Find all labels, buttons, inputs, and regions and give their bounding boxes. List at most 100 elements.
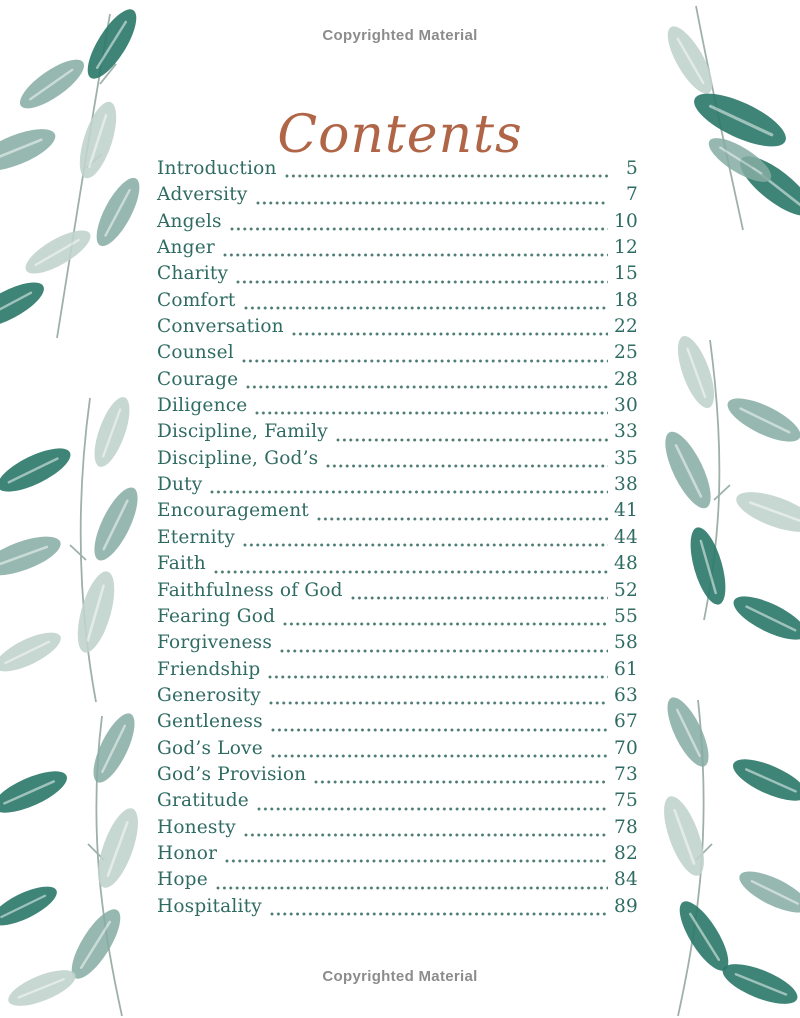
toc-entry-title: Friendship (157, 658, 261, 680)
toc-entry: Duty 38 (157, 474, 638, 500)
toc-entry: Courage 28 (157, 369, 638, 395)
toc-entry-page: 10 (614, 210, 638, 232)
toc-entry: Anger 12 (157, 237, 638, 263)
toc-entry-title: God’s Love (157, 737, 263, 759)
toc-entry-title: Honor (157, 842, 218, 864)
dot-leader (236, 279, 608, 284)
toc-entry: Diligence 30 (157, 395, 638, 421)
dot-leader (314, 780, 608, 785)
toc-entry: Gratitude 75 (157, 790, 638, 816)
toc-entry-title: Introduction (157, 158, 277, 179)
toc-entry: Honesty 78 (157, 817, 638, 843)
toc-entry-title: Angels (157, 210, 222, 232)
toc-entry-page: 15 (614, 263, 638, 285)
toc-entry-title: Encouragement (157, 500, 309, 522)
dot-leader (213, 569, 608, 574)
toc-entry-page: 44 (614, 526, 638, 548)
toc-entry-title: Adversity (157, 184, 248, 206)
toc-entry-title: Charity (157, 263, 229, 285)
toc-entry-title: Gentleness (157, 711, 263, 733)
toc-entry-page: 75 (614, 790, 638, 812)
toc-entry: Encouragement 41 (157, 500, 638, 526)
toc-entry: Hope 84 (157, 869, 638, 895)
toc-entry: Forgiveness 58 (157, 632, 638, 658)
toc-entry-page: 33 (614, 421, 638, 443)
dot-leader (350, 595, 608, 600)
toc-entry: Discipline, God’s 35 (157, 448, 638, 474)
toc-entry: Eternity 44 (157, 527, 638, 553)
dot-leader (280, 648, 608, 653)
copyright-notice-top: Copyrighted Material (322, 27, 478, 44)
toc-entry: Angels 10 (157, 211, 638, 237)
toc-entry: God’s Love 70 (157, 738, 638, 764)
dot-leader (270, 753, 608, 758)
toc-entry-page: 73 (614, 763, 638, 785)
toc-entry: Generosity 63 (157, 685, 638, 711)
toc-entry-page: 84 (614, 869, 638, 891)
toc-entry-title: Gratitude (157, 790, 249, 812)
toc-entry: Comfort 18 (157, 290, 638, 316)
toc-entry-page: 61 (614, 658, 638, 680)
dot-leader (255, 411, 608, 416)
toc-entry-page: 30 (614, 395, 638, 417)
dot-leader (335, 437, 608, 442)
dot-leader (255, 200, 608, 205)
dot-leader (270, 727, 608, 732)
dot-leader (284, 174, 608, 179)
dot-leader (256, 806, 608, 811)
toc-entry-title: Honesty (157, 816, 236, 838)
toc-entry-title: Faith (157, 553, 206, 575)
toc-entry: Charity 15 (157, 263, 638, 289)
toc-entry-title: Faithfulness of God (157, 579, 343, 601)
dot-leader (269, 911, 608, 916)
toc-entry-title: Courage (157, 368, 239, 390)
toc-entry-page: 67 (614, 711, 638, 733)
toc-entry-title: Anger (157, 237, 215, 259)
toc-entry: Gentleness 67 (157, 711, 638, 737)
dot-leader (210, 490, 608, 495)
toc-entry-page: 58 (614, 632, 638, 654)
toc-entry-page: 70 (614, 737, 638, 759)
dot-leader (225, 859, 608, 864)
toc-entry: God’s Provision 73 (157, 764, 638, 790)
toc-entry-page: 5 (626, 158, 638, 179)
toc-entry-title: Conversation (157, 316, 284, 338)
page-title: Contents (277, 104, 523, 165)
toc-entry-page: 35 (614, 447, 638, 469)
toc-entry-page: 7 (626, 184, 638, 206)
toc-entry: Conversation 22 (157, 316, 638, 342)
toc-entry: Faith 48 (157, 553, 638, 579)
toc-entry-page: 48 (614, 553, 638, 575)
toc-entry-title: Duty (157, 474, 203, 496)
toc-entry: Friendship 61 (157, 659, 638, 685)
dot-leader (215, 885, 608, 890)
toc-entry-title: Generosity (157, 684, 261, 706)
toc-entry-title: God’s Provision (157, 763, 307, 785)
dot-leader (326, 464, 608, 469)
toc-entry-page: 22 (614, 316, 638, 338)
toc-entry-page: 55 (614, 605, 638, 627)
copyright-notice-bottom: Copyrighted Material (322, 968, 478, 985)
toc-entry-page: 89 (614, 895, 638, 917)
toc-entry: Faithfulness of God 52 (157, 580, 638, 606)
dot-leader (268, 701, 608, 706)
toc-entry-page: 63 (614, 684, 638, 706)
dot-leader (291, 332, 608, 337)
toc-entry-title: Eternity (157, 526, 236, 548)
toc-entry: Fearing God 55 (157, 606, 638, 632)
toc-entry: Counsel 25 (157, 342, 638, 368)
toc-entry-page: 82 (614, 842, 638, 864)
toc-entry-title: Hope (157, 869, 208, 891)
table-of-contents: Introduction 5 Adversity 7 Angels 10 Ang… (157, 158, 638, 922)
toc-entry-page: 12 (614, 237, 638, 259)
toc-entry-title: Diligence (157, 395, 248, 417)
dot-leader (243, 543, 608, 548)
toc-entry-page: 41 (614, 500, 638, 522)
toc-entry-title: Counsel (157, 342, 234, 364)
toc-entry: Discipline, Family 33 (157, 421, 638, 447)
toc-entry-title: Discipline, God’s (157, 447, 319, 469)
dot-leader (246, 385, 608, 390)
toc-entry-page: 28 (614, 368, 638, 390)
dot-leader (241, 358, 608, 363)
